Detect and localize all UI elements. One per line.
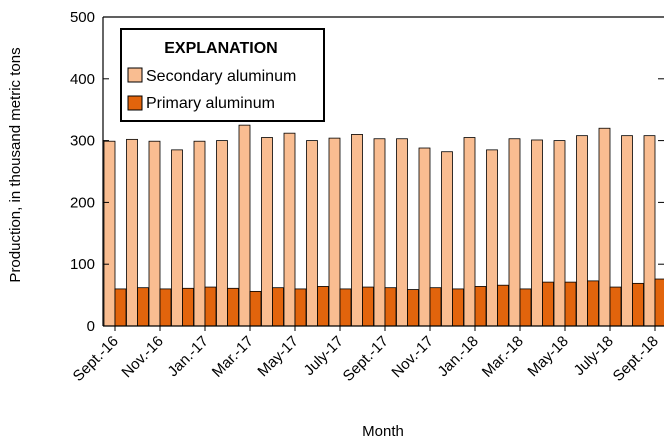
y-tick-label-500: 500 [70,9,95,26]
bar-primary-Mar.-18 [519,288,532,327]
bar-secondary-Apr.-17 [261,137,273,327]
bar-secondary-June-18 [576,135,588,327]
x-axis-title: Month [362,423,404,440]
bar-primary-Sept.-18 [654,278,664,327]
bar-secondary-Oct.-16 [126,138,138,327]
bar-primary-Sept.-16 [114,288,127,327]
legend-title: EXPLANATION [164,40,277,57]
bar-secondary-Feb.-18 [486,149,498,327]
bar-primary-June-18 [587,280,599,327]
x-tick-label-May-17: May-17 [254,333,301,380]
bar-primary-Dec.-16 [182,287,194,327]
x-tick-label-Nov.-16: Nov.-16 [118,333,166,381]
bar-primary-Apr.-18 [542,281,554,327]
x-tick-label-May-18: May-18 [524,333,571,380]
bar-secondary-Sept.-16 [103,140,116,327]
bar-secondary-Sept.-18 [643,135,656,327]
legend-box [120,28,325,122]
bar-secondary-Jan.-18 [463,137,476,327]
bar-secondary-Jan.-17 [193,140,206,327]
bar-secondary-July-17 [328,137,341,327]
bar-primary-Mar.-17 [249,290,262,327]
x-tick-label-Mar.-18: Mar.-18 [479,333,527,381]
y-tick-label-400: 400 [70,71,95,88]
bar-primary-Aug.-18 [632,282,644,327]
bar-primary-Jan.-18 [474,286,487,327]
bar-secondary-Aug.-17 [351,134,363,327]
bar-secondary-May-17 [283,132,296,327]
y-axis-title: Production, in thousand metric tons [7,47,24,282]
legend-label-primary: Primary aluminum [146,95,275,112]
bar-secondary-Mar.-18 [508,138,521,327]
bar-secondary-Oct.-17 [396,138,408,327]
bars-group [103,124,664,327]
x-tick-label-Sept.-18: Sept.-18 [610,333,662,385]
legend: EXPLANATION Secondary aluminum Primary a… [120,28,325,122]
bar-secondary-Feb.-17 [216,140,228,327]
bar-primary-Feb.-18 [497,284,509,327]
bar-secondary-July-18 [598,127,611,327]
bar-primary-Apr.-17 [272,287,284,327]
bar-secondary-May-18 [553,140,566,327]
x-tick-label-Mar.-17: Mar.-17 [209,333,257,381]
x-tick-label-Jan.-17: Jan.-17 [164,333,211,380]
legend-swatch-secondary [127,67,143,83]
bar-primary-Oct.-17 [407,289,419,327]
bar-primary-July-17 [339,288,352,327]
y-tick-label-0: 0 [87,318,95,335]
bar-primary-Sept.-17 [384,287,397,327]
bar-primary-Feb.-17 [227,287,239,327]
bar-secondary-Apr.-18 [531,139,543,327]
bar-secondary-Nov.-17 [418,147,431,327]
bar-primary-June-17 [317,286,329,327]
bar-primary-May-17 [294,288,307,327]
bar-primary-Nov.-17 [429,287,442,327]
x-tick-label-Sept.-17: Sept.-17 [340,333,392,385]
y-tick-label-100: 100 [70,256,95,273]
x-tick-label-Jan.-18: Jan.-18 [434,333,481,380]
bar-primary-Nov.-16 [159,288,172,327]
legend-label-secondary: Secondary aluminum [146,68,296,85]
x-tick-label-Sept.-16: Sept.-16 [70,333,122,385]
bar-primary-May-18 [564,281,577,327]
bar-primary-Dec.-17 [452,288,464,327]
y-tick-label-300: 300 [70,133,95,150]
bar-primary-July-18 [609,286,622,327]
legend-swatch-primary [127,95,143,111]
bar-secondary-Nov.-16 [148,140,161,327]
bar-primary-Oct.-16 [137,287,149,327]
bar-secondary-Aug.-18 [621,135,633,327]
bar-secondary-June-17 [306,140,318,327]
bar-secondary-Dec.-16 [171,149,183,327]
y-tick-label-200: 200 [70,194,95,211]
axes-group [102,16,664,327]
bar-secondary-Mar.-17 [238,124,251,327]
bar-secondary-Dec.-17 [441,151,453,327]
bar-primary-Jan.-17 [204,286,217,327]
x-tick-label-Nov.-17: Nov.-17 [388,333,436,381]
bar-secondary-Sept.-17 [373,138,386,327]
bar-primary-Aug.-17 [362,286,374,327]
